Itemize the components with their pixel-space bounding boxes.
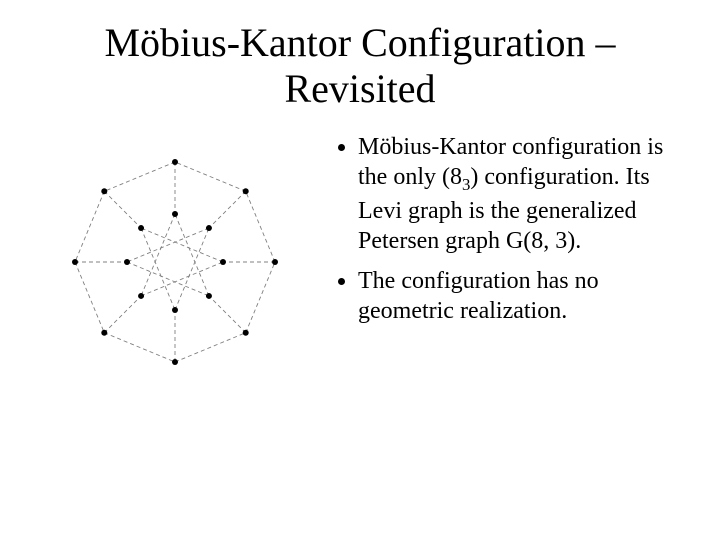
- bullet-item-0: Möbius-Kantor configuration is the only …: [358, 132, 680, 256]
- mobius-kantor-graph: [40, 122, 310, 402]
- graph-edge: [75, 191, 104, 262]
- graph-node: [243, 330, 249, 336]
- graph-node: [272, 259, 278, 265]
- graph-node: [72, 259, 78, 265]
- content-row: Möbius-Kantor configuration is the only …: [40, 122, 680, 402]
- graph-edge: [246, 191, 275, 262]
- graph-edge: [104, 333, 175, 362]
- graph-node: [138, 225, 144, 231]
- graph-edge: [209, 296, 246, 333]
- graph-node: [172, 159, 178, 165]
- graph-node: [101, 330, 107, 336]
- bullet-item-1: The configuration has no geometric reali…: [358, 266, 680, 326]
- graph-node: [124, 259, 130, 265]
- graph-edge: [104, 296, 141, 333]
- page-title: Möbius-Kantor Configuration – Revisited: [40, 20, 680, 112]
- graph-container: [40, 122, 310, 402]
- graph-node: [172, 211, 178, 217]
- graph-node: [243, 188, 249, 194]
- graph-node: [220, 259, 226, 265]
- graph-node: [138, 293, 144, 299]
- graph-edge: [246, 262, 275, 333]
- graph-node: [172, 307, 178, 313]
- graph-edge: [104, 162, 175, 191]
- graph-edge: [104, 191, 141, 228]
- graph-node: [206, 225, 212, 231]
- graph-edge: [75, 262, 104, 333]
- graph-edge: [175, 333, 246, 362]
- slide: Möbius-Kantor Configuration – Revisited …: [0, 0, 720, 540]
- graph-node: [172, 359, 178, 365]
- graph-edge: [175, 162, 246, 191]
- bullet-text: The configuration has no geometric reali…: [358, 268, 599, 324]
- bullet-list: Möbius-Kantor configuration is the only …: [330, 122, 680, 336]
- graph-node: [206, 293, 212, 299]
- bullet-ul: Möbius-Kantor configuration is the only …: [330, 132, 680, 326]
- graph-node: [101, 188, 107, 194]
- graph-edge: [209, 191, 246, 228]
